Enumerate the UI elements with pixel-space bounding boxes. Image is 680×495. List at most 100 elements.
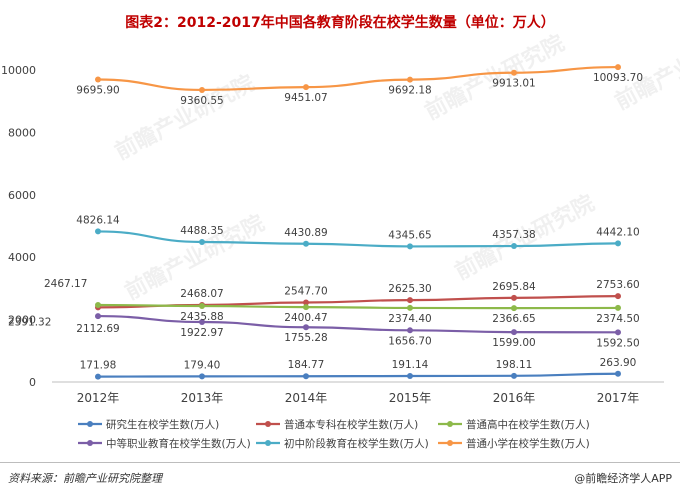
y-tick-label: 10000 bbox=[1, 64, 36, 77]
data-label: 2391.32 bbox=[8, 316, 51, 328]
data-point bbox=[511, 69, 517, 76]
data-point bbox=[407, 243, 413, 250]
data-label: 191.14 bbox=[392, 359, 429, 371]
data-label: 10093.70 bbox=[593, 72, 643, 84]
data-label: 2400.47 bbox=[284, 312, 327, 324]
data-point bbox=[95, 302, 101, 309]
legend-swatch-marker bbox=[265, 421, 271, 427]
series-line bbox=[97, 65, 619, 92]
data-label: 9913.01 bbox=[492, 78, 535, 90]
series-line bbox=[97, 303, 619, 310]
x-tick-label: 2014年 bbox=[285, 391, 328, 405]
data-point bbox=[407, 297, 413, 304]
data-label: 4357.38 bbox=[492, 229, 535, 241]
data-point bbox=[615, 370, 621, 377]
x-tick-label: 2013年 bbox=[181, 391, 224, 405]
brand-note: @前瞻经济学人APP bbox=[574, 472, 672, 485]
legend-label: 初中阶段教育在校学生数(万人) bbox=[284, 437, 429, 450]
data-label: 2374.50 bbox=[596, 313, 639, 325]
data-label: 2753.60 bbox=[596, 279, 639, 291]
data-point bbox=[199, 238, 205, 245]
data-point bbox=[511, 329, 517, 336]
data-label: 263.90 bbox=[600, 357, 637, 369]
source-note: 资料来源：前瞻产业研究院整理 bbox=[8, 472, 162, 485]
data-label: 1656.70 bbox=[388, 335, 431, 347]
y-tick-label: 0 bbox=[29, 376, 36, 389]
legend-swatch-marker bbox=[87, 421, 93, 427]
legend-swatch-marker bbox=[447, 421, 453, 427]
legend-label: 中等职业教育在校学生数(万人) bbox=[106, 437, 251, 450]
data-label: 2625.30 bbox=[388, 283, 431, 295]
data-point bbox=[95, 313, 101, 320]
data-point bbox=[303, 324, 309, 331]
data-label: 2547.70 bbox=[284, 286, 327, 298]
data-point bbox=[407, 76, 413, 83]
data-point bbox=[615, 304, 621, 311]
data-label: 179.40 bbox=[184, 359, 221, 371]
series-line bbox=[97, 314, 619, 334]
data-point bbox=[511, 294, 517, 301]
x-tick-label: 2017年 bbox=[597, 391, 640, 405]
watermark-text: 前瞻产业研究院 bbox=[111, 70, 259, 165]
data-label: 4826.14 bbox=[76, 214, 120, 226]
y-tick-label: 2000 bbox=[8, 314, 36, 327]
legend-label: 普通小学在校学生数(万人) bbox=[466, 437, 590, 450]
data-point bbox=[95, 373, 101, 380]
data-point bbox=[511, 243, 517, 250]
data-label: 2112.69 bbox=[76, 323, 119, 335]
data-point bbox=[303, 84, 309, 91]
y-tick-label: 4000 bbox=[8, 251, 36, 264]
data-point bbox=[303, 240, 309, 247]
data-label: 2374.40 bbox=[388, 313, 431, 325]
data-label: 4430.89 bbox=[284, 227, 327, 239]
data-point bbox=[303, 299, 309, 306]
data-point bbox=[407, 327, 413, 334]
legend-label: 普通本专科在校学生数(万人) bbox=[284, 418, 418, 431]
data-point bbox=[95, 228, 101, 235]
series-line bbox=[97, 230, 619, 248]
data-label: 198.11 bbox=[496, 359, 533, 371]
data-point bbox=[199, 86, 205, 93]
legend-label: 普通高中在校学生数(万人) bbox=[466, 418, 590, 431]
data-point bbox=[303, 304, 309, 311]
data-point bbox=[615, 240, 621, 247]
data-label: 1592.50 bbox=[596, 337, 639, 349]
data-point bbox=[511, 305, 517, 312]
data-label: 184.77 bbox=[288, 359, 325, 371]
data-label: 1599.00 bbox=[492, 337, 535, 349]
x-tick-label: 2012年 bbox=[77, 391, 120, 405]
x-tick-label: 2015年 bbox=[389, 391, 432, 405]
data-label: 4442.10 bbox=[596, 226, 639, 238]
data-label: 9692.18 bbox=[388, 85, 431, 97]
data-label: 2435.88 bbox=[180, 311, 223, 323]
data-point bbox=[199, 303, 205, 310]
y-tick-label: 8000 bbox=[8, 126, 36, 139]
footer-divider bbox=[0, 462, 680, 463]
data-label: 171.98 bbox=[80, 360, 117, 372]
legend-label: 研究生在校学生数(万人) bbox=[106, 418, 219, 431]
data-point bbox=[511, 372, 517, 379]
legend-swatch-marker bbox=[87, 440, 93, 446]
data-point bbox=[407, 373, 413, 380]
data-point bbox=[615, 293, 621, 300]
data-label: 2468.07 bbox=[180, 288, 223, 300]
data-point bbox=[199, 319, 205, 326]
data-label: 2467.17 bbox=[44, 278, 87, 290]
y-tick-label: 6000 bbox=[8, 189, 36, 202]
legend-swatch-marker bbox=[447, 440, 453, 446]
data-label: 4345.65 bbox=[388, 229, 431, 241]
x-tick-label: 2016年 bbox=[493, 391, 536, 405]
data-label: 1922.97 bbox=[180, 327, 223, 339]
data-label: 1755.28 bbox=[284, 332, 327, 344]
data-label: 4488.35 bbox=[180, 225, 223, 237]
data-label: 2695.84 bbox=[492, 281, 536, 293]
series-line bbox=[97, 372, 619, 378]
data-point bbox=[407, 304, 413, 311]
chart-title: 图表2：2012-2017年中国各教育阶段在校学生数量（单位：万人） bbox=[125, 15, 555, 31]
data-point bbox=[95, 76, 101, 83]
data-point bbox=[199, 373, 205, 380]
data-label: 9695.90 bbox=[76, 84, 119, 96]
data-point bbox=[615, 64, 621, 71]
data-point bbox=[615, 329, 621, 336]
